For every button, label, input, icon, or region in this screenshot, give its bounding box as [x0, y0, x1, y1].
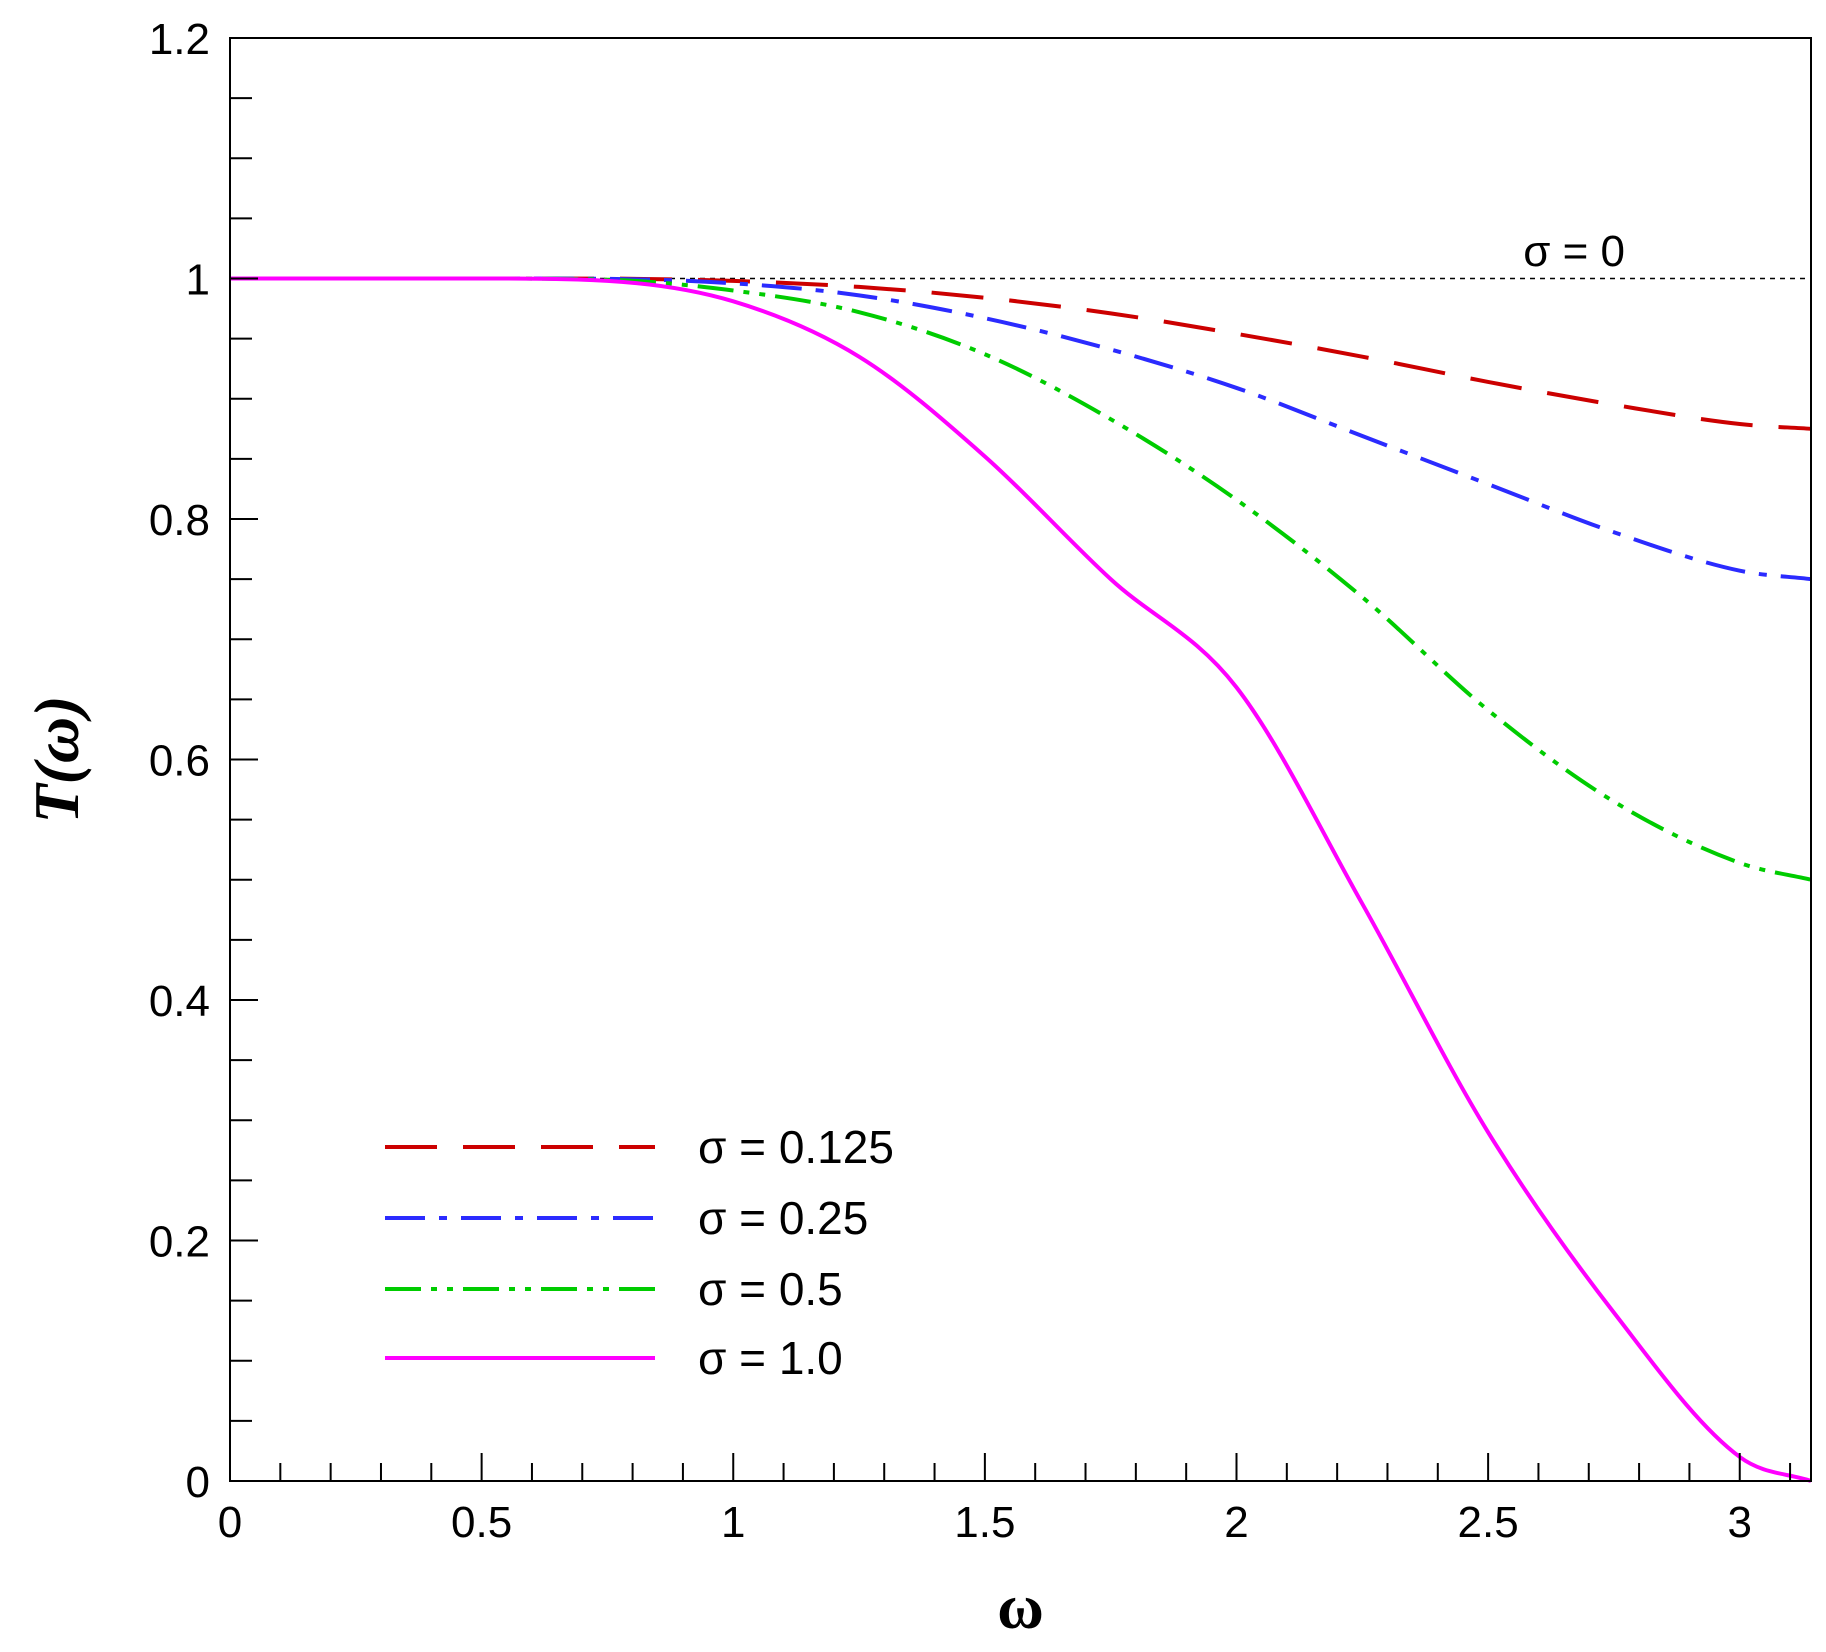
- legend-label-1: σ = 0.125: [698, 1121, 894, 1173]
- x-tick-label: 0: [218, 1498, 242, 1547]
- y-tick-label: 0.6: [149, 737, 210, 786]
- x-axis-title: ω: [997, 1571, 1044, 1642]
- y-tick-label: 0: [186, 1458, 210, 1507]
- x-tick-label: 0.5: [451, 1498, 512, 1547]
- y-axis-title: T(ω): [21, 696, 92, 824]
- legend-label-3: σ = 0.5: [698, 1263, 843, 1315]
- y-tick-label: 0.2: [149, 1218, 210, 1267]
- x-tick-label: 1: [721, 1498, 745, 1547]
- x-tick-label: 3: [1728, 1498, 1752, 1547]
- tick-layer: 0 0.5 1 1.5 2 2.5 3 0 0.2 0.4 0.6 0.8 1 1.2: [149, 15, 1792, 1547]
- legend-label-4: σ = 1.0: [698, 1332, 843, 1384]
- series-line-4: [229, 276, 1812, 1483]
- series-layer: [229, 276, 1812, 1483]
- y-tick-label: 1.2: [149, 15, 210, 64]
- y-tick-label: 0.4: [149, 977, 210, 1026]
- x-tick-label: 2: [1224, 1498, 1248, 1547]
- x-tick-label: 2.5: [1458, 1498, 1519, 1547]
- legend: σ = 0.125 σ = 0.25 σ = 0.5 σ = 1.0: [385, 1121, 894, 1384]
- x-tick-label: 1.5: [954, 1498, 1015, 1547]
- sigma-zero-annotation: σ = 0: [1523, 227, 1625, 276]
- y-tick-label: 1: [186, 256, 210, 305]
- y-tick-label: 0.8: [149, 496, 210, 545]
- legend-label-2: σ = 0.25: [698, 1192, 868, 1244]
